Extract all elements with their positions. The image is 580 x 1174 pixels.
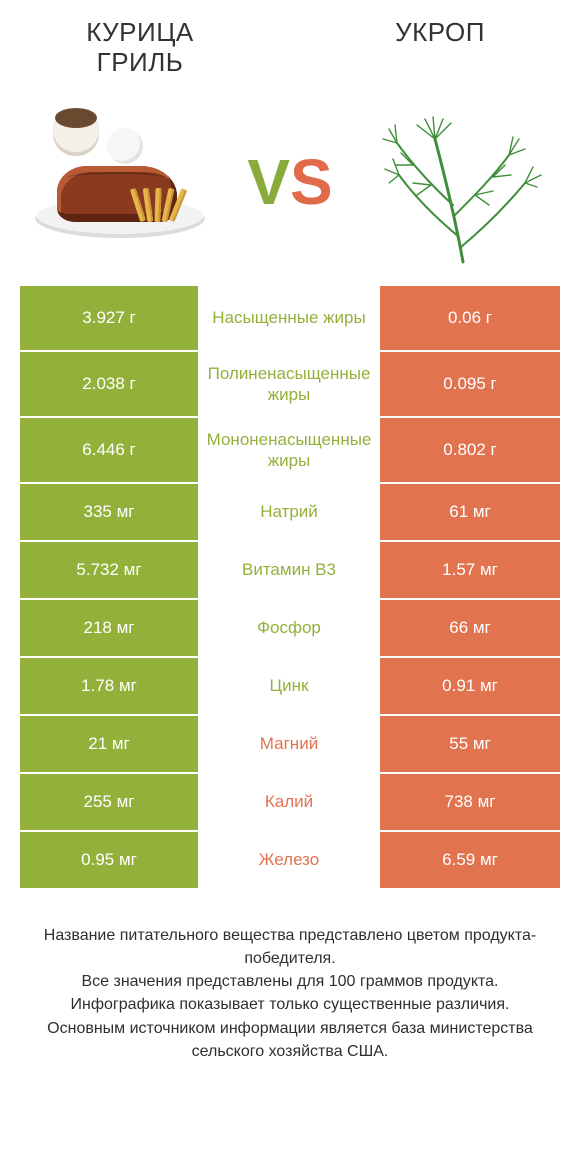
nutrient-label: Мононенасыщенные жиры bbox=[200, 418, 380, 482]
footer-line-2: Все значения представлены для 100 граммо… bbox=[28, 970, 552, 993]
value-right: 6.59 мг bbox=[380, 832, 560, 888]
value-right: 0.91 мг bbox=[380, 658, 560, 714]
value-left: 3.927 г bbox=[20, 286, 200, 350]
nutrient-label: Насыщенные жиры bbox=[200, 286, 380, 350]
value-left: 1.78 мг bbox=[20, 658, 200, 714]
value-right: 1.57 мг bbox=[380, 542, 560, 598]
table-row: 255 мгКалий738 мг bbox=[20, 774, 560, 832]
value-right: 55 мг bbox=[380, 716, 560, 772]
vs-letter-v: V bbox=[247, 146, 290, 218]
table-row: 3.927 гНасыщенные жиры0.06 г bbox=[20, 286, 560, 352]
table-row: 218 мгФосфор66 мг bbox=[20, 600, 560, 658]
table-row: 0.95 мгЖелезо6.59 мг bbox=[20, 832, 560, 890]
value-right: 0.802 г bbox=[380, 418, 560, 482]
value-left: 5.732 мг bbox=[20, 542, 200, 598]
value-right: 738 мг bbox=[380, 774, 560, 830]
images-row: VS bbox=[0, 86, 580, 286]
value-left: 21 мг bbox=[20, 716, 200, 772]
table-row: 1.78 мгЦинк0.91 мг bbox=[20, 658, 560, 716]
nutrient-label: Железо bbox=[200, 832, 380, 888]
table-row: 6.446 гМононенасыщенные жиры0.802 г bbox=[20, 418, 560, 484]
dill-image bbox=[370, 102, 550, 262]
chicken-plate-icon bbox=[35, 122, 205, 242]
value-right: 0.06 г bbox=[380, 286, 560, 350]
value-left: 2.038 г bbox=[20, 352, 200, 416]
value-right: 0.095 г bbox=[380, 352, 560, 416]
nutrient-label: Натрий bbox=[200, 484, 380, 540]
value-right: 61 мг bbox=[380, 484, 560, 540]
value-left: 0.95 мг bbox=[20, 832, 200, 888]
footer-line-4: Основным источником информации является … bbox=[28, 1017, 552, 1063]
table-row: 2.038 гПолиненасыщенные жиры0.095 г bbox=[20, 352, 560, 418]
table-row: 21 мгМагний55 мг bbox=[20, 716, 560, 774]
vs-badge: VS bbox=[247, 150, 332, 214]
value-left: 6.446 г bbox=[20, 418, 200, 482]
nutrient-label: Калий bbox=[200, 774, 380, 830]
footer-notes: Название питательного вещества представл… bbox=[0, 890, 580, 1063]
nutrient-table: 3.927 гНасыщенные жиры0.06 г2.038 гПолин… bbox=[20, 286, 560, 890]
footer-line-3: Инфографика показывает только существенн… bbox=[28, 993, 552, 1016]
value-right: 66 мг bbox=[380, 600, 560, 656]
value-left: 218 мг bbox=[20, 600, 200, 656]
vs-letter-s: S bbox=[290, 146, 333, 218]
nutrient-label: Полиненасыщенные жиры bbox=[200, 352, 380, 416]
chicken-image bbox=[30, 102, 210, 262]
footer-line-1: Название питательного вещества представл… bbox=[28, 924, 552, 970]
nutrient-label: Фосфор bbox=[200, 600, 380, 656]
table-row: 5.732 мгВитамин B31.57 мг bbox=[20, 542, 560, 600]
nutrient-label: Витамин B3 bbox=[200, 542, 380, 598]
nutrient-label: Магний bbox=[200, 716, 380, 772]
nutrient-label: Цинк bbox=[200, 658, 380, 714]
value-left: 335 мг bbox=[20, 484, 200, 540]
header-row: КУРИЦАГРИЛЬ УКРОП bbox=[0, 0, 580, 86]
title-left: КУРИЦАГРИЛЬ bbox=[40, 18, 240, 78]
dill-icon bbox=[375, 97, 545, 267]
title-right: УКРОП bbox=[340, 18, 540, 78]
table-row: 335 мгНатрий61 мг bbox=[20, 484, 560, 542]
value-left: 255 мг bbox=[20, 774, 200, 830]
